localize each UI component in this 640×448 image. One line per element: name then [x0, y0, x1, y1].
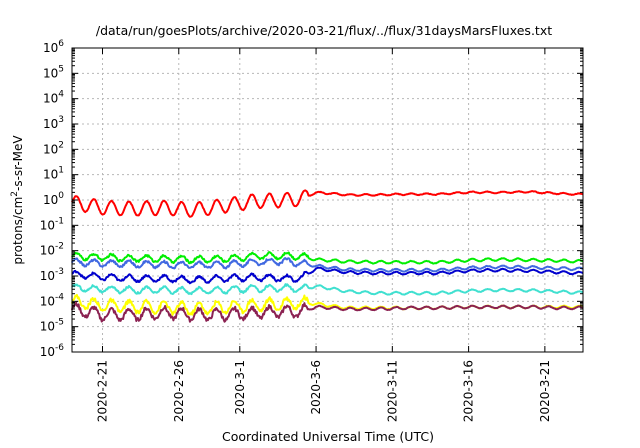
y-axis-title-base: protons/cm [11, 197, 25, 265]
y-axis-title-exp: 2 [10, 191, 20, 197]
y-tick-label-exp: 5 [58, 64, 64, 74]
series-line-5 [71, 283, 584, 296]
y-tick-label-exp: 6 [58, 39, 64, 49]
y-tick-label: 105 [43, 64, 64, 80]
y-tick-label: 100 [43, 191, 64, 207]
y-tick-label-exp: 1 [58, 166, 64, 176]
y-tick-label-base: 10 [40, 320, 55, 334]
y-tick-label-exp: 4 [58, 90, 64, 100]
series-line-4 [71, 266, 584, 285]
y-tick-label-base: 10 [40, 244, 55, 258]
x-tick-label: 2020-3-1 [233, 360, 247, 414]
y-tick-label-base: 10 [43, 41, 58, 55]
y-tick-label-exp: -4 [55, 292, 64, 302]
y-tick-label-base: 10 [40, 294, 55, 308]
y-tick-label-exp: -6 [55, 343, 64, 353]
y-axis-title: protons/cm2-s-sr-MeV [10, 135, 25, 265]
grid [72, 48, 583, 352]
y-tick-label-base: 10 [40, 345, 55, 359]
series-line-2 [71, 251, 584, 265]
x-tick-label: 2020-2-21 [96, 360, 110, 422]
y-tick-label: 10-4 [40, 292, 65, 308]
x-tick-label: 2020-2-26 [172, 360, 186, 422]
y-tick-label: 102 [43, 140, 64, 156]
y-tick-label: 10-6 [40, 343, 65, 359]
y-tick-label: 10-1 [40, 216, 64, 232]
x-axis-title: Coordinated Universal Time (UTC) [222, 429, 434, 444]
x-tick-label: 2020-3-21 [538, 360, 552, 422]
y-tick-label-base: 10 [40, 218, 55, 232]
y-tick-label-exp: -1 [55, 216, 64, 226]
chart-title: /data/run/goesPlots/archive/2020-03-21/f… [96, 23, 552, 38]
y-tick-label-exp: 3 [58, 115, 64, 125]
series-line-3 [71, 257, 584, 273]
series-line-1 [71, 189, 584, 218]
y-tick-label-base: 10 [43, 92, 58, 106]
y-tick-label-exp: -2 [55, 242, 64, 252]
y-tick-label: 101 [43, 166, 64, 182]
y-tick-label-exp: -3 [55, 267, 64, 277]
x-tick-label: 2020-3-16 [462, 360, 476, 422]
x-tick-label: 2020-3-11 [385, 360, 399, 422]
y-tick-labels: 10-610-510-410-310-210-11001011021031041… [40, 39, 65, 359]
series-line-6 [71, 293, 584, 316]
y-tick-label: 10-2 [40, 242, 64, 258]
y-tick-label: 104 [43, 90, 64, 106]
y-tick-label-exp: 2 [58, 140, 64, 150]
y-tick-label-base: 10 [43, 66, 58, 80]
y-tick-label-base: 10 [43, 193, 58, 207]
x-tick-labels: 2020-2-21 2020-2-26 2020-3-1 2020-3-6 2020-3… [96, 360, 552, 422]
y-tick-label: 103 [43, 115, 64, 131]
series-layer [71, 189, 584, 323]
y-tick-label: 106 [43, 39, 64, 55]
y-tick-label-base: 10 [43, 168, 58, 182]
y-tick-label: 10-5 [40, 318, 64, 334]
series-line-7 [71, 301, 584, 323]
y-tick-label-exp: 0 [58, 191, 64, 201]
y-tick-label-base: 10 [43, 117, 58, 131]
y-axis-title-rest: -s-sr-MeV [11, 135, 25, 191]
y-tick-label: 10-3 [40, 267, 64, 283]
y-tick-label-exp: -5 [55, 318, 64, 328]
x-tick-label: 2020-3-6 [309, 360, 323, 414]
y-tick-label-base: 10 [43, 142, 58, 156]
plot-frame [71, 47, 584, 353]
y-tick-label-base: 10 [40, 269, 55, 283]
